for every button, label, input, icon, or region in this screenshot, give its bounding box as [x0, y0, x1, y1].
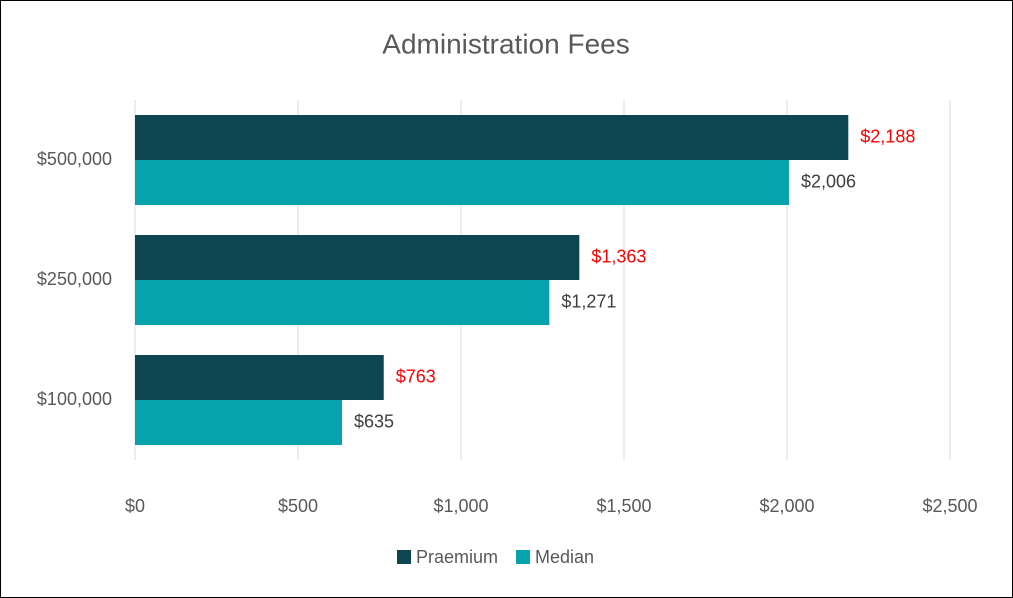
legend-label: Praemium — [416, 547, 498, 567]
legend-swatch — [397, 550, 411, 564]
x-tick-label: $2,500 — [922, 496, 977, 516]
legend-swatch — [516, 550, 531, 564]
data-label: $1,363 — [591, 246, 646, 266]
x-tick-label: $1,000 — [433, 496, 488, 516]
data-label: $763 — [396, 366, 436, 386]
data-label: $2,006 — [801, 171, 856, 191]
x-tick-label: $1,500 — [596, 496, 651, 516]
data-label: $635 — [354, 411, 394, 431]
y-tick-label: $250,000 — [37, 269, 112, 289]
data-label: $1,271 — [561, 291, 616, 311]
bar — [135, 355, 384, 400]
legend-label: Median — [535, 547, 594, 567]
bar — [135, 400, 343, 445]
bar — [135, 235, 580, 280]
x-tick-label: $0 — [125, 496, 145, 516]
data-label: $2,188 — [860, 126, 915, 146]
chart-title: Administration Fees — [382, 28, 629, 59]
y-tick-label: $100,000 — [37, 389, 112, 409]
y-tick-label: $500,000 — [37, 149, 112, 169]
bar — [135, 280, 550, 325]
x-tick-label: $2,000 — [759, 496, 814, 516]
bar — [135, 160, 789, 205]
x-tick-label: $500 — [278, 496, 318, 516]
bar — [135, 115, 849, 160]
